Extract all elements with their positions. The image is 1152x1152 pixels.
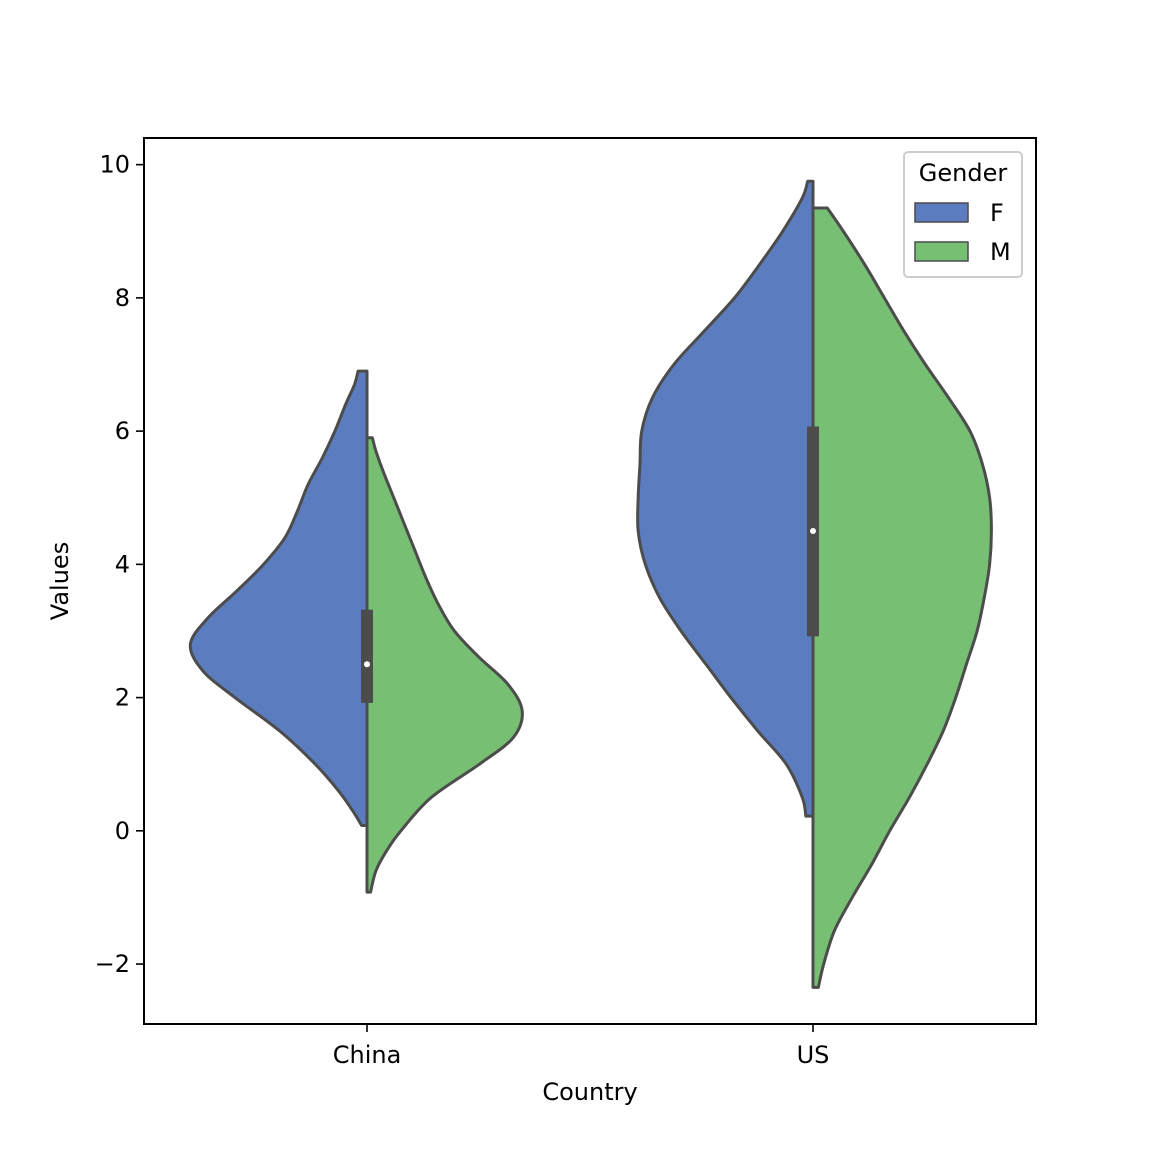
plot-area-frame — [143, 137, 1037, 1025]
y-tick-label: 4 — [115, 550, 130, 578]
y-axis: −2 0 2 4 6 8 10 — [95, 151, 144, 978]
violin-f-china — [188, 369, 369, 827]
legend-label-m: M — [990, 238, 1011, 266]
legend-title: Gender — [919, 159, 1008, 187]
violin-f-us — [636, 179, 815, 818]
violin-m-china — [365, 436, 524, 894]
legend-label-f: F — [990, 199, 1004, 227]
boxes-layer — [361, 426, 819, 703]
box-iqr-china — [361, 609, 373, 703]
y-tick-label: 8 — [115, 284, 130, 312]
x-axis: China US — [333, 1024, 830, 1069]
x-tick-label: US — [797, 1041, 830, 1069]
legend-swatch-m — [914, 241, 969, 262]
x-tick-label: China — [333, 1041, 402, 1069]
box-median-china — [364, 661, 370, 668]
x-axis-label: Country — [542, 1078, 637, 1106]
legend: Gender F M — [903, 151, 1023, 278]
y-tick-label: 10 — [99, 151, 130, 179]
box-median-us — [810, 528, 816, 535]
y-axis-label: Values — [46, 542, 74, 620]
y-tick-label: 6 — [115, 417, 130, 445]
y-tick-label: −2 — [95, 950, 130, 978]
legend-swatch-f — [914, 202, 969, 223]
violins-layer — [188, 179, 993, 989]
y-tick-label: 2 — [115, 684, 130, 712]
violin-m-us — [811, 206, 993, 989]
y-tick-label: 0 — [115, 817, 130, 845]
